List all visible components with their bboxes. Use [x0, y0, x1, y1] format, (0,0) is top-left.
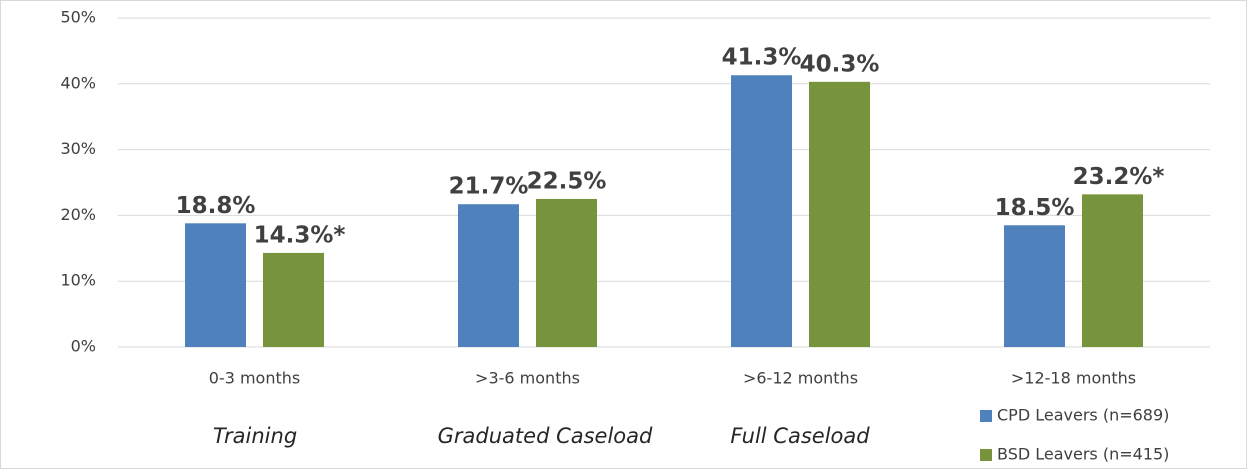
- legend-swatch: [980, 410, 992, 422]
- legend-label: BSD Leavers (n=415): [997, 445, 1169, 464]
- legend-swatch: [980, 449, 992, 461]
- bar: [458, 204, 519, 347]
- y-tick-label: 50%: [60, 8, 96, 27]
- annotation: Training: [213, 424, 297, 448]
- value-label: 14.3%*: [254, 222, 346, 248]
- y-tick-label: 40%: [60, 73, 96, 92]
- value-label: 21.7%: [449, 174, 529, 200]
- x-tick-label: >12-18 months: [1011, 369, 1136, 388]
- value-label: 22.5%: [527, 168, 607, 194]
- value-label: 23.2%*: [1073, 164, 1165, 190]
- value-label: 41.3%: [722, 45, 802, 71]
- bar: [1082, 194, 1143, 347]
- legend-label: CPD Leavers (n=689): [997, 406, 1169, 425]
- y-tick-label: 20%: [60, 205, 96, 224]
- x-tick-label: >6-12 months: [743, 369, 858, 388]
- bar: [263, 252, 324, 347]
- bar: [185, 223, 246, 347]
- y-tick-label: 0%: [71, 337, 96, 356]
- annotation: Full Caseload: [730, 424, 870, 448]
- bar: [536, 198, 597, 347]
- value-label: 18.5%: [995, 195, 1075, 221]
- bar: [1004, 225, 1065, 347]
- bar: [809, 81, 870, 348]
- value-label: 18.8%: [176, 193, 256, 219]
- y-tick-label: 30%: [60, 139, 96, 158]
- x-tick-label: 0-3 months: [209, 369, 300, 388]
- x-tick-label: >3-6 months: [475, 369, 580, 388]
- bar: [731, 75, 792, 347]
- value-label: 40.3%: [800, 51, 880, 77]
- annotation: Graduated Caseload: [438, 424, 653, 448]
- y-tick-label: 10%: [60, 271, 96, 290]
